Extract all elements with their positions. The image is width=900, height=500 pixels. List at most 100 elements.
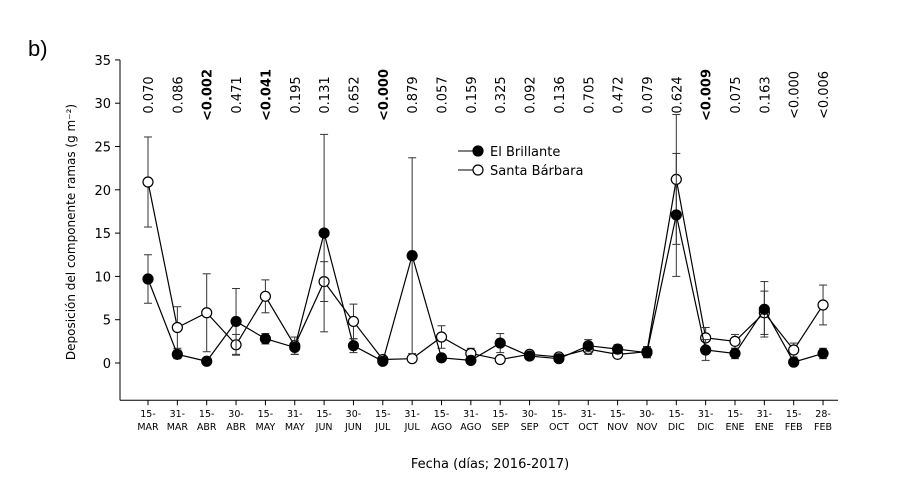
data-point	[494, 353, 506, 366]
data-point	[201, 355, 213, 367]
x-tick-label: 15-	[551, 409, 567, 420]
panel-label: b)	[28, 36, 48, 61]
x-tick-label: AGO	[460, 422, 481, 433]
x-axis-label: Fecha (días; 2016-2017)	[411, 457, 569, 472]
p-value-label: 0.163	[758, 76, 773, 113]
p-value-label: 0.131	[318, 76, 333, 113]
data-point	[230, 315, 242, 328]
axes: 0 5 10 15 20 25 30 35 15- MAR 31- MAR 15- ABR 30- ABR 15…	[94, 54, 838, 433]
y-axis-label: Deposición del componente ramas (g m⁻²)	[64, 104, 78, 360]
p-value-label: 0.325	[494, 76, 509, 113]
x-tick-label: 31-	[287, 409, 303, 420]
x-tick-label: DIC	[668, 422, 685, 433]
x-tick-label: 30-	[639, 409, 655, 420]
y-tick-label: 20	[94, 184, 111, 199]
x-tick-label: 15-	[669, 409, 685, 420]
p-value-label: <0.041	[259, 69, 274, 121]
x-tick-label: OCT	[549, 422, 569, 433]
data-point	[788, 344, 800, 356]
y-tick-label: 25	[94, 141, 111, 156]
data-point	[729, 347, 741, 360]
x-tick-label: AGO	[431, 422, 452, 433]
x-tick-label: 15-	[434, 409, 450, 420]
p-value-label: 0.652	[347, 76, 362, 113]
x-tick-label: FEB	[814, 422, 832, 433]
legend-marker	[472, 145, 484, 157]
p-value-label: 0.079	[641, 76, 656, 113]
data-point	[377, 355, 389, 367]
x-tick-label: 31-	[757, 409, 773, 420]
data-point	[347, 340, 360, 352]
data-point	[171, 321, 183, 334]
x-tick-label: MAY	[285, 422, 305, 433]
x-tick-label: MAY	[256, 422, 276, 433]
data-point	[435, 331, 448, 343]
p-value-label: 0.624	[670, 76, 685, 113]
x-tick-label: 15-	[727, 409, 743, 420]
x-tick-label: ENE	[755, 422, 774, 433]
p-value-label: 0.472	[612, 76, 627, 113]
data-point	[611, 343, 624, 355]
data-point	[788, 356, 800, 368]
x-tick-label: JUN	[344, 422, 362, 433]
x-tick-label: 15-	[199, 409, 215, 420]
x-tick-label: JUL	[374, 422, 391, 433]
y-tick-label: 15	[94, 227, 111, 242]
p-value-label: 0.136	[553, 76, 568, 113]
x-tick-label: 15-	[786, 409, 802, 420]
x-tick-label: 15-	[258, 409, 274, 420]
data-point	[171, 348, 183, 360]
p-value-label: 0.195	[289, 76, 304, 113]
x-tick-label: MAR	[137, 422, 159, 433]
data-point	[142, 176, 154, 188]
p-values: 0.070 0.086 <0.002 0.471 <0.041 0.195 0.131 0.6…	[142, 69, 832, 121]
data-point	[142, 273, 154, 285]
data-point	[259, 290, 271, 302]
data-point	[406, 250, 418, 262]
data-point	[259, 333, 271, 345]
x-tick-label: 31-	[170, 409, 186, 420]
p-value-label: 0.070	[142, 76, 157, 113]
data-point	[523, 350, 536, 362]
x-tick-label: 30-	[228, 409, 244, 420]
p-value-label: <0.000	[788, 71, 803, 119]
x-tick-label: 31-	[698, 409, 714, 420]
x-tick-label: DIC	[697, 422, 714, 433]
data-point	[201, 307, 213, 319]
x-tick-label: ABR	[226, 422, 246, 433]
p-value-label: 0.705	[582, 76, 597, 113]
p-value-label: 0.086	[171, 76, 186, 113]
data-point	[406, 353, 418, 365]
x-tick-label: 31-	[404, 409, 420, 420]
y-tick-label: 5	[103, 314, 111, 329]
p-value-label: 0.075	[729, 76, 744, 113]
x-tick-label: 15-	[492, 409, 508, 420]
p-value-label: 0.092	[524, 76, 539, 113]
y-tick-label: 30	[94, 97, 111, 112]
legend-label: Santa Bárbara	[490, 164, 583, 179]
data-point	[582, 340, 594, 352]
y-tick-label: 0	[103, 357, 111, 372]
p-value-label: <0.006	[817, 71, 832, 119]
x-tick-label: OCT	[578, 422, 598, 433]
x-tick-label: ABR	[197, 422, 217, 433]
y-tick-label: 35	[94, 54, 111, 69]
p-value-label: <0.000	[377, 69, 392, 121]
p-value-label: 0.057	[436, 76, 451, 113]
x-tick-label: 31-	[463, 409, 479, 420]
data-point	[700, 344, 712, 356]
x-tick-label: JUL	[404, 422, 421, 433]
y-tick-label: 10	[94, 270, 111, 285]
data-point	[553, 353, 565, 365]
series	[142, 113, 829, 368]
legend: El Brillante Santa Bárbara	[458, 145, 583, 179]
series-line	[147, 179, 824, 361]
data-point	[729, 335, 741, 347]
p-value-label: 0.879	[406, 76, 421, 113]
data-point	[817, 347, 829, 360]
x-tick-label: 15-	[316, 409, 332, 420]
data-point	[318, 227, 330, 239]
p-value-label: 0.471	[230, 76, 245, 113]
data-point	[758, 303, 770, 315]
